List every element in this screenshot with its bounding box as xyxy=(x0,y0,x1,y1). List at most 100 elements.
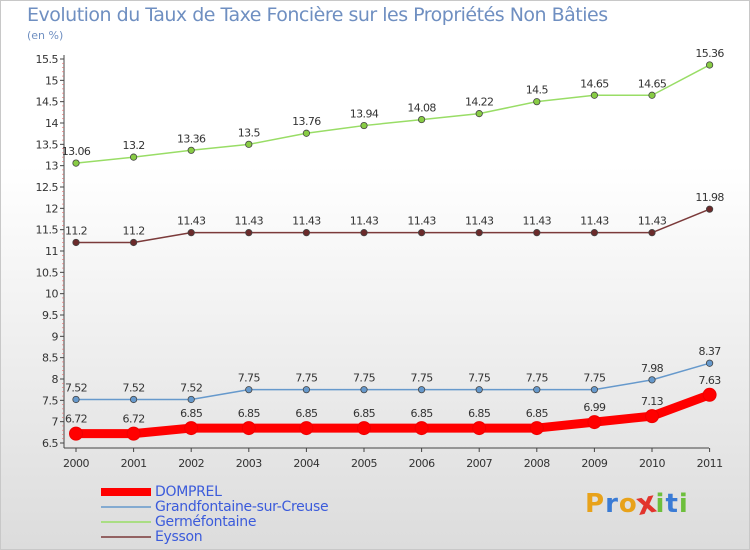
data-point xyxy=(360,386,368,394)
data-point xyxy=(590,229,599,237)
data-point xyxy=(187,146,195,154)
data-label: 7.98 xyxy=(641,362,664,375)
y-tick-label: 15.5 xyxy=(36,53,59,66)
data-point xyxy=(245,140,253,148)
x-tick-label: 2009 xyxy=(581,457,607,470)
data-label: 11.43 xyxy=(523,215,552,228)
data-point xyxy=(645,409,659,424)
legend-swatch-eysson xyxy=(101,536,151,538)
data-label: 11.43 xyxy=(638,215,667,228)
logo-letter: o xyxy=(618,489,638,519)
data-label: 6.85 xyxy=(468,407,491,420)
data-point xyxy=(130,395,138,404)
data-point xyxy=(648,229,656,237)
x-tick-label: 2008 xyxy=(524,457,550,470)
y-tick-label: 9 xyxy=(52,330,59,343)
logo-letter: i xyxy=(678,489,689,519)
y-tick-label: 9.5 xyxy=(42,309,58,322)
data-point xyxy=(533,98,541,106)
y-tick-label: 14.5 xyxy=(36,96,59,109)
data-point xyxy=(245,229,253,237)
data-label: 11.2 xyxy=(65,224,87,237)
data-label: 7.75 xyxy=(353,372,376,385)
data-point xyxy=(533,229,541,237)
data-point xyxy=(245,386,253,394)
legend-label-domprel: DOMPREL xyxy=(155,484,222,500)
data-point xyxy=(417,386,426,394)
proxiti-logo: Proxiti xyxy=(585,485,689,523)
y-tick-label: 11.5 xyxy=(36,224,59,237)
data-label: 11.43 xyxy=(235,215,264,228)
data-label: 8.37 xyxy=(699,345,722,358)
data-point xyxy=(241,421,256,436)
data-point xyxy=(130,153,138,161)
data-label: 13.2 xyxy=(123,139,145,152)
legend-item-domprel: DOMPREL xyxy=(101,484,401,500)
data-label: 6.85 xyxy=(411,407,434,420)
data-label: 13.36 xyxy=(177,132,206,145)
data-label: 11.43 xyxy=(407,215,436,228)
legend-label-grandfontaine: Grandfontaine-sur-Creuse xyxy=(155,499,329,515)
series-line-1 xyxy=(75,362,711,401)
data-point xyxy=(417,229,426,237)
data-point xyxy=(130,238,138,247)
series-layer xyxy=(69,61,717,441)
data-label: 6.85 xyxy=(238,407,261,420)
data-point xyxy=(69,426,83,441)
data-point xyxy=(648,376,656,384)
x-tick-label: 2011 xyxy=(697,457,723,470)
data-point xyxy=(702,387,717,402)
series-line-0 xyxy=(71,390,715,439)
data-label: 14.5 xyxy=(526,84,549,97)
data-label: 6.72 xyxy=(65,413,87,426)
logo-letter: i xyxy=(655,489,666,519)
data-label: 11.43 xyxy=(350,215,379,228)
data-point xyxy=(302,229,310,237)
data-point xyxy=(417,115,426,124)
y-tick-label: 13 xyxy=(45,160,58,173)
data-point xyxy=(360,121,368,130)
y-tick-label: 6.5 xyxy=(42,437,58,450)
series-line-3 xyxy=(75,208,711,244)
y-tick-label: 10 xyxy=(45,288,58,301)
data-point xyxy=(126,426,141,441)
y-tick-label: 13.5 xyxy=(36,138,59,151)
data-point xyxy=(184,421,199,436)
logo-letter: P xyxy=(585,489,606,519)
data-label: 6.99 xyxy=(583,401,606,414)
data-label: 7.52 xyxy=(65,381,87,394)
data-label: 13.94 xyxy=(350,108,379,121)
data-point xyxy=(529,421,544,436)
legend: DOMPREL Grandfontaine-sur-Creuse Germéfo… xyxy=(101,484,401,545)
y-tick-label: 7 xyxy=(52,416,59,429)
x-tick-label: 2010 xyxy=(639,457,665,470)
data-point xyxy=(533,386,541,394)
data-label: 15.36 xyxy=(695,47,724,60)
data-label: 11.98 xyxy=(695,191,724,204)
data-label: 7.52 xyxy=(180,381,202,394)
data-label: 13.76 xyxy=(292,115,321,128)
x-tick-label: 2001 xyxy=(121,457,147,470)
data-point xyxy=(590,386,599,394)
y-tick-label: 10.5 xyxy=(36,266,59,279)
axes: 6.577.588.599.51010.51111.51212.51313.51… xyxy=(36,53,724,470)
data-point xyxy=(590,91,599,99)
x-tick-label: 2006 xyxy=(409,457,435,470)
legend-swatch-domprel xyxy=(101,488,151,496)
data-label: 6.85 xyxy=(526,407,549,420)
data-point xyxy=(299,421,314,436)
data-point xyxy=(72,395,80,404)
y-tick-label: 12 xyxy=(45,202,58,215)
data-point xyxy=(187,395,195,404)
data-point xyxy=(357,421,371,436)
legend-label-germefontaine: Germéfontaine xyxy=(155,514,257,530)
data-label: 7.75 xyxy=(526,372,549,385)
legend-item-eysson: Eysson xyxy=(101,529,401,545)
data-label: 14.08 xyxy=(407,102,436,115)
data-point xyxy=(187,229,195,237)
logo-letter: t xyxy=(665,489,679,519)
legend-item-grandfontaine: Grandfontaine-sur-Creuse xyxy=(101,499,401,515)
data-label: 6.72 xyxy=(123,413,145,426)
data-point xyxy=(475,110,483,118)
